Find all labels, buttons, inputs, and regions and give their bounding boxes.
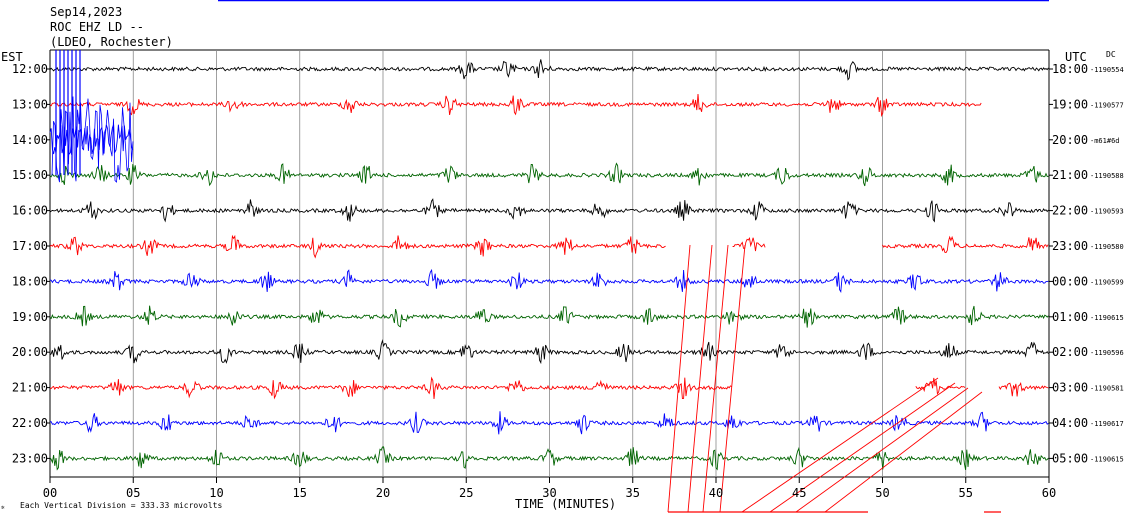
event-pick-line — [769, 382, 956, 513]
tick-label: 25 — [459, 486, 473, 500]
dc-offset-label: -1190577 — [1090, 101, 1124, 109]
utc-time-label: 22:00 — [1052, 204, 1088, 218]
seismic-trace — [732, 237, 766, 252]
est-time-label: 14:00 — [12, 133, 48, 147]
utc-label: UTC — [1065, 50, 1087, 64]
seismic-trace — [49, 198, 1049, 223]
seismic-trace — [998, 381, 1049, 397]
x-ticks: 00 05 10 15 20 25 30 35 40 45 50 55 60 — [43, 477, 1056, 500]
est-time-label: 13:00 — [12, 97, 48, 111]
utc-time-label: 23:00 — [1052, 239, 1088, 253]
tick-label: 40 — [709, 486, 723, 500]
utc-time-label: 02:00 — [1052, 345, 1088, 359]
tick-label: 15 — [293, 486, 307, 500]
footer-scale: Each Vertical Division = 333.33 microvol… — [20, 501, 222, 510]
est-time-label: 16:00 — [12, 204, 48, 218]
dc-offset-label: -1190615 — [1090, 455, 1124, 463]
dc-offset-label: -1190593 — [1090, 208, 1124, 216]
utc-time-label: 00:00 — [1052, 274, 1088, 288]
seismic-trace — [49, 59, 1049, 81]
utc-time-label: 05:00 — [1052, 451, 1088, 465]
event-pick-line — [667, 244, 691, 513]
utc-time-label: 21:00 — [1052, 168, 1088, 182]
event-pick-line — [824, 391, 983, 513]
utc-time-label: 20:00 — [1052, 133, 1088, 147]
seismic-trace — [882, 235, 1049, 253]
header-location: (LDEO, Rochester) — [50, 35, 173, 49]
tick-label: 55 — [959, 486, 973, 500]
dc-offset-label: -1190617 — [1090, 420, 1124, 428]
seismic-trace — [51, 96, 134, 183]
tick-label: 20 — [376, 486, 390, 500]
dc-offset-label: -1190596 — [1090, 349, 1124, 357]
est-time-label: 17:00 — [12, 239, 48, 253]
tick-label: 10 — [209, 486, 223, 500]
event-markers — [667, 244, 1001, 513]
event-pick-line — [719, 244, 746, 513]
minute-grid — [49, 49, 1050, 478]
est-label: EST — [1, 50, 23, 64]
dc-offset-label: -1190580 — [1090, 243, 1124, 251]
utc-time-label: 03:00 — [1052, 381, 1088, 395]
seismic-trace — [49, 305, 1049, 328]
tick-label: 05 — [126, 486, 140, 500]
event-pick-line — [687, 244, 713, 513]
utc-time-label: 19:00 — [1052, 97, 1088, 111]
tick-label: 00 — [43, 486, 57, 500]
tick-label: 45 — [792, 486, 806, 500]
dc-offset-label: -1190554 — [1090, 66, 1124, 74]
event-pick-line — [702, 244, 729, 513]
dc-label: DC — [1106, 50, 1116, 59]
est-time-label: 23:00 — [12, 451, 48, 465]
utc-time-label: 18:00 — [1052, 62, 1088, 76]
dc-offset-label: -m61#6d — [1090, 137, 1120, 145]
seismic-trace — [49, 234, 666, 259]
x-axis-label: TIME (MINUTES) — [515, 497, 616, 511]
est-time-label: 19:00 — [12, 310, 48, 324]
dc-offset-label: -1190588 — [1090, 172, 1124, 180]
est-time-label: 22:00 — [12, 416, 48, 430]
dc-offset-label: -1190581 — [1090, 385, 1124, 393]
seismic-trace — [49, 162, 1049, 187]
header-date: Sep14,2023 — [50, 5, 122, 19]
event-pick-line — [741, 377, 939, 513]
seismic-trace — [49, 446, 1049, 471]
chart-title: ROC EHZ LD -- — [50, 20, 144, 34]
utc-time-label: 04:00 — [1052, 416, 1088, 430]
footer-logo: ✲ — [1, 504, 5, 511]
seismic-trace — [49, 339, 1049, 365]
tick-label: 35 — [626, 486, 640, 500]
tick-label: 60 — [1042, 486, 1056, 500]
est-time-label: 20:00 — [12, 345, 48, 359]
event-pick-line — [795, 387, 969, 513]
tick-label: 30 — [542, 486, 556, 500]
est-time-label: 12:00 — [12, 62, 48, 76]
dc-offset-label: -1190599 — [1090, 278, 1124, 286]
seismic-trace — [49, 411, 1049, 435]
utc-time-label: 01:00 — [1052, 310, 1088, 324]
traces — [49, 50, 1049, 471]
seismic-trace — [49, 376, 732, 400]
seismic-trace — [49, 268, 1049, 293]
seismic-trace — [49, 93, 982, 118]
est-time-label: 15:00 — [12, 168, 48, 182]
dc-offset-label: -1190615 — [1090, 314, 1124, 322]
est-time-label: 18:00 — [12, 274, 48, 288]
seismic-trace — [915, 377, 966, 395]
tick-label: 50 — [875, 486, 889, 500]
est-time-label: 21:00 — [12, 381, 48, 395]
